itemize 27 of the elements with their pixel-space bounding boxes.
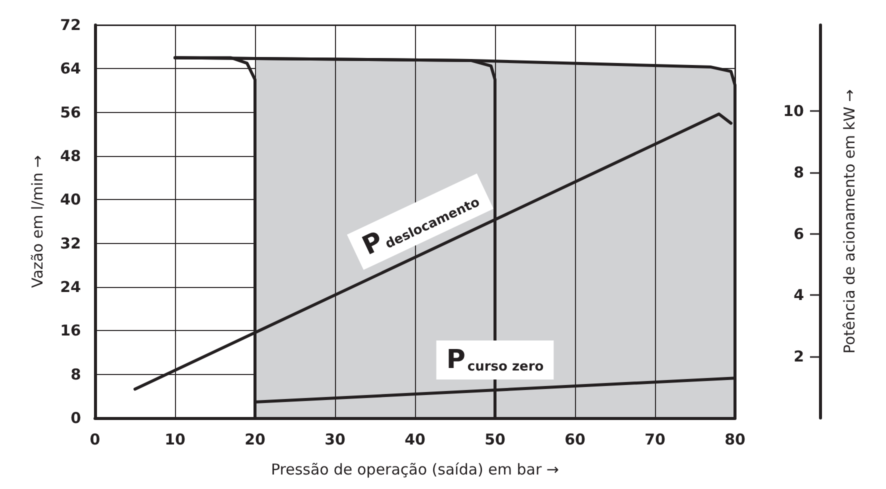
y2-tick-label: 2	[794, 348, 804, 366]
x-tick-label: 30	[324, 430, 346, 448]
x-tick-label: 40	[404, 430, 426, 448]
y-tick-label: 40	[60, 190, 81, 209]
y-tick-label: 32	[60, 234, 81, 252]
y-tick-label: 0	[70, 409, 81, 427]
y2-axis-title: Potência de acionamento em kW →	[840, 89, 858, 354]
y2-tick-label: 8	[794, 163, 804, 182]
y-tick-label: 24	[60, 278, 81, 296]
y2-tick-label: 10	[783, 102, 804, 120]
y-tick-label: 72	[60, 16, 81, 34]
x-tick-label: 80	[724, 430, 746, 448]
y-tick-label: 8	[70, 365, 81, 384]
y-axis-title: Vazão em l/min →	[28, 155, 46, 288]
y-tick-label: 16	[60, 322, 81, 340]
x-tick-label: 20	[244, 430, 266, 448]
x-axis-title: Pressão de operação (saída) em bar →	[271, 460, 559, 478]
y-tick-label: 48	[60, 147, 81, 165]
x-tick-label: 0	[90, 430, 100, 448]
x-tick-label: 50	[484, 430, 506, 448]
x-tick-label: 70	[644, 430, 666, 448]
x-tick-label: 10	[164, 430, 186, 448]
x-tick-label: 60	[564, 430, 586, 448]
y-tick-label: 56	[60, 103, 81, 122]
y-tick-label: 64	[60, 60, 81, 78]
y2-tick-label: 6	[794, 224, 804, 243]
y2-tick-label: 4	[794, 286, 804, 304]
